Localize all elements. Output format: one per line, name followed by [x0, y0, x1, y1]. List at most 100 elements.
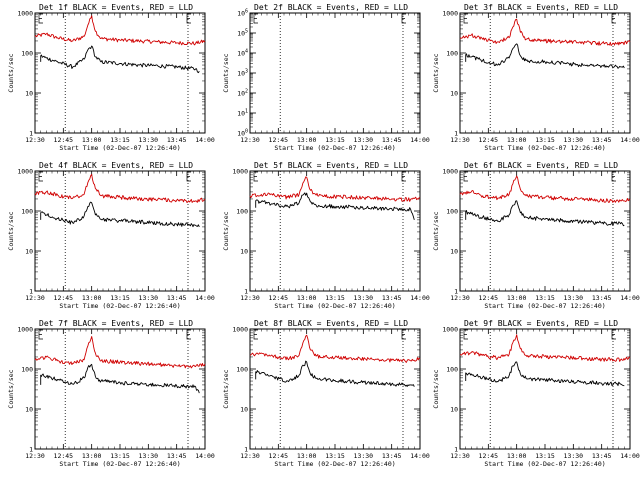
y-tick-label: 106	[237, 9, 248, 18]
x-tick-label: 13:45	[167, 294, 187, 302]
series-events-black	[465, 361, 625, 387]
y-tick-label: 10	[25, 90, 33, 98]
x-tick-label: 13:45	[167, 136, 187, 144]
y-tick-label: 100	[236, 208, 248, 216]
x-tick-label: 13:15	[110, 294, 130, 302]
panel-det-8: Det 8f BLACK = Events, RED = LLD 1 10 100 10…	[222, 319, 430, 468]
bracket-glyph	[463, 13, 468, 24]
x-axis-label: Start Time (02-Dec-07 12:26:40)	[484, 460, 605, 468]
x-axis-label: Start Time (02-Dec-07 12:26:40)	[274, 460, 395, 468]
y-tick-label: 100	[446, 208, 458, 216]
panel-det-9: Det 9f BLACK = Events, RED = LLD 1 10 100 10…	[432, 319, 640, 468]
series-lld-red	[459, 18, 631, 46]
x-tick-label: 13:00	[507, 294, 527, 302]
series-events-black	[40, 45, 200, 74]
x-tick-label: 13:30	[564, 294, 584, 302]
y-axis-label: Counts/sec	[7, 369, 15, 408]
y-tick-label: 100	[237, 129, 248, 138]
y-tick-label: 1000	[232, 326, 248, 334]
series-events-black	[40, 201, 200, 228]
x-tick-label: 12:30	[240, 294, 260, 302]
panel-det-4: Det 4f BLACK = Events, RED = LLD 1 10 100 10…	[7, 161, 215, 310]
bracket-glyph	[253, 13, 258, 24]
y-tick-label: 10	[240, 248, 248, 256]
y-tick-label: 10	[450, 406, 458, 414]
bracket-glyph	[253, 329, 258, 340]
plot-frame	[34, 328, 206, 450]
x-tick-label: 12:30	[450, 136, 470, 144]
y-tick-label: 1000	[17, 10, 33, 18]
x-tick-label: 13:00	[297, 452, 317, 460]
bracket-glyph	[611, 329, 616, 340]
x-tick-label: 13:45	[382, 294, 402, 302]
x-tick-label: 13:00	[82, 136, 102, 144]
x-tick-label: 12:45	[269, 452, 289, 460]
bracket-glyph	[186, 13, 191, 24]
x-tick-label: 12:30	[450, 452, 470, 460]
series-lld-red	[459, 175, 631, 203]
y-tick-label: 105	[237, 29, 248, 38]
x-tick-label: 12:30	[450, 294, 470, 302]
x-tick-label: 12:30	[25, 136, 45, 144]
y-axis-label: Counts/sec	[432, 369, 440, 408]
y-tick-label: 1	[29, 130, 33, 138]
panel-title: Det 5f BLACK = Events, RED = LLD	[254, 161, 408, 170]
x-tick-label: 12:45	[54, 294, 74, 302]
x-tick-label: 13:15	[325, 294, 345, 302]
y-tick-label: 1000	[442, 326, 458, 334]
bracket-glyph	[401, 171, 406, 182]
y-tick-label: 104	[237, 49, 248, 58]
bracket-glyph	[38, 329, 43, 340]
y-tick-label: 10	[25, 406, 33, 414]
x-tick-label: 13:30	[354, 294, 374, 302]
panel-title: Det 8f BLACK = Events, RED = LLD	[254, 319, 408, 328]
bracket-glyph	[401, 329, 406, 340]
y-tick-label: 1	[454, 130, 458, 138]
bracket-glyph	[401, 13, 406, 24]
x-tick-label: 12:45	[479, 294, 499, 302]
series-events-black	[255, 192, 415, 221]
panel-title: Det 2f BLACK = Events, RED = LLD	[254, 3, 408, 12]
x-tick-label: 13:30	[139, 294, 159, 302]
y-tick-label: 103	[237, 69, 248, 78]
x-tick-label: 13:00	[82, 294, 102, 302]
x-tick-label: 14:00	[620, 294, 640, 302]
x-tick-label: 13:45	[592, 136, 612, 144]
series-events-black	[465, 43, 625, 69]
bracket-glyph	[611, 13, 616, 24]
x-tick-label: 13:00	[297, 294, 317, 302]
panel-title: Det 1f BLACK = Events, RED = LLD	[39, 3, 193, 12]
plot-frame	[34, 170, 206, 292]
panel-title: Det 6f BLACK = Events, RED = LLD	[464, 161, 618, 170]
bracket-glyph	[463, 329, 468, 340]
series-events-black	[465, 200, 625, 227]
plot-frame	[249, 170, 421, 292]
x-tick-label: 13:45	[382, 136, 402, 144]
x-tick-label: 14:00	[195, 452, 215, 460]
panel-det-3: Det 3f BLACK = Events, RED = LLD 1 10 100 10…	[432, 3, 640, 152]
plot-frame	[459, 170, 631, 292]
y-tick-label: 1000	[232, 168, 248, 176]
y-tick-label: 100	[21, 366, 33, 374]
x-tick-label: 14:00	[195, 294, 215, 302]
x-tick-label: 13:15	[535, 294, 555, 302]
y-tick-label: 1	[454, 446, 458, 454]
x-tick-label: 13:00	[507, 452, 527, 460]
y-tick-label: 101	[237, 109, 248, 118]
bracket-glyph	[38, 171, 43, 182]
x-tick-label: 13:30	[564, 136, 584, 144]
x-axis-label: Start Time (02-Dec-07 12:26:40)	[484, 302, 605, 310]
x-tick-label: 13:30	[354, 452, 374, 460]
x-axis-label: Start Time (02-Dec-07 12:26:40)	[59, 460, 180, 468]
x-tick-label: 13:45	[592, 452, 612, 460]
x-tick-label: 13:15	[535, 136, 555, 144]
y-tick-label: 1	[29, 288, 33, 296]
x-tick-label: 13:45	[382, 452, 402, 460]
y-tick-label: 1000	[17, 326, 33, 334]
x-tick-label: 12:45	[269, 136, 289, 144]
y-tick-label: 1000	[17, 168, 33, 176]
y-tick-label: 100	[21, 50, 33, 58]
bracket-glyph	[186, 329, 191, 340]
y-tick-label: 1	[29, 446, 33, 454]
x-tick-label: 12:45	[479, 136, 499, 144]
